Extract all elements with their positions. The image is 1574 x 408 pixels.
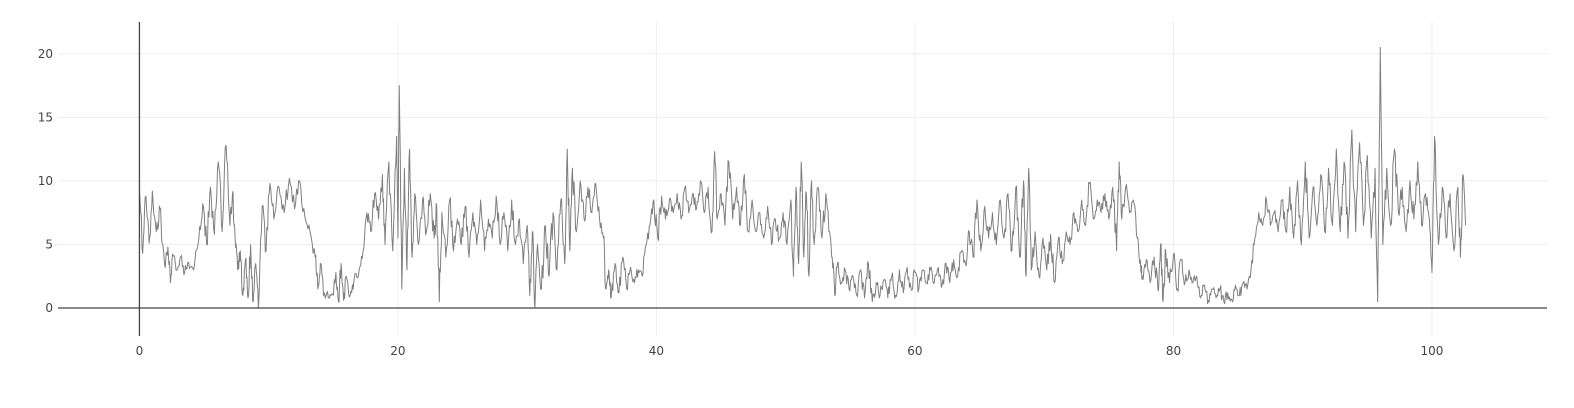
x-tick-label: 40 [649,344,664,358]
x-tick-labels: 0 20 40 60 80 100 [136,344,1444,358]
series-line [138,46,1467,309]
y-tick-label: 20 [38,47,53,61]
y-tick-label: 0 [45,301,53,315]
y-tick-label: 10 [38,174,53,188]
x-tick-label: 80 [1166,344,1181,358]
series-layer [138,46,1467,309]
x-tick-label: 0 [136,344,144,358]
y-tick-labels: 0 5 10 15 20 [38,47,53,315]
x-tick-label: 20 [390,344,405,358]
y-tick-label: 15 [38,110,53,124]
x-tick-label: 60 [907,344,922,358]
x-gridlines [397,22,1433,336]
y-tick-label: 5 [45,237,53,251]
x-tick-label: 100 [1421,344,1444,358]
